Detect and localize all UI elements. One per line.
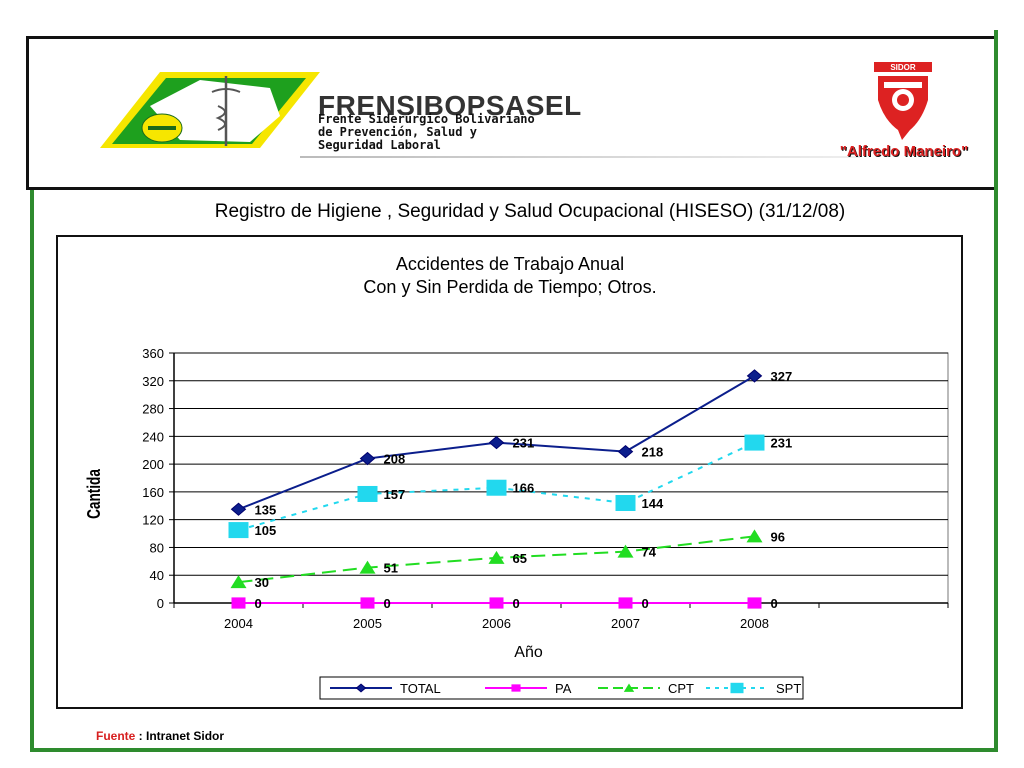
y-tick-label: 80 (150, 540, 164, 555)
frame-accent (994, 30, 998, 190)
logo-subtitle-line-2: de Prevención, Salud y (318, 125, 477, 139)
point-spt-2007 (615, 495, 636, 511)
point-spt-2004 (228, 522, 249, 539)
point-cpt-2004 (230, 575, 247, 589)
data-label-pa: 0 (771, 596, 778, 611)
slide-frame (30, 190, 998, 752)
point-cpt-2008 (746, 529, 763, 543)
data-label-pa: 0 (642, 596, 649, 611)
legend-box (319, 676, 804, 700)
legend: TOTAL PA CPT SPT (319, 676, 804, 700)
data-label-total: 208 (384, 452, 406, 467)
data-label-total: 231 (513, 436, 535, 451)
data-label-pa: 0 (513, 596, 520, 611)
source-value: Intranet Sidor (146, 729, 225, 743)
plot-area (173, 352, 949, 604)
x-axis-label: Año (514, 644, 543, 661)
point-total-2005 (359, 451, 376, 466)
chart-title-line-1: Accidentes de Trabajo Anual (396, 254, 624, 274)
y-axis-label: Cantida (84, 468, 104, 519)
point-pa-2006 (489, 597, 504, 609)
data-label-total: 327 (771, 369, 793, 384)
point-total-2006 (488, 435, 505, 450)
point-cpt-2007 (617, 544, 634, 558)
data-label-cpt: 30 (255, 575, 269, 590)
point-total-2007 (617, 444, 634, 459)
x-tick-label: 2004 (224, 616, 253, 631)
point-pa-2007 (618, 597, 633, 609)
point-pa-2005 (360, 597, 375, 609)
report-title: Registro de Higiene , Seguridad y Salud … (214, 201, 846, 222)
x-tick-label: 2007 (611, 616, 640, 631)
y-tick-label: 240 (142, 429, 164, 444)
point-spt-2005 (357, 485, 378, 502)
data-label-spt: 105 (255, 523, 277, 538)
y-tick-label: 200 (142, 457, 164, 472)
source-note: Fuente : Intranet Sidor (96, 729, 224, 743)
data-label-total: 218 (642, 445, 664, 460)
point-pa-2004 (231, 597, 246, 609)
logo-subtitle-line-3: Seguridad Laboral (318, 138, 441, 152)
sidor-name: "Alfredo Maneiro" (839, 143, 969, 160)
data-label-spt: 144 (642, 496, 664, 511)
y-tick-label: 120 (142, 513, 164, 528)
data-label-cpt: 51 (384, 561, 398, 576)
point-total-2004 (230, 502, 247, 516)
point-spt-2006 (486, 479, 507, 496)
sidor-brand-text: SIDOR (890, 63, 916, 72)
legend-label-cpt: CPT (668, 681, 694, 696)
line-chart: Accidentes de Trabajo Anual Con y Sin Per… (84, 254, 949, 700)
y-tick-label: 320 (142, 374, 164, 389)
x-tick-label: 2006 (482, 616, 511, 631)
legend-label-total: TOTAL (400, 681, 441, 696)
y-tick-label: 40 (150, 568, 164, 583)
source-label: Fuente (96, 729, 136, 743)
data-label-spt: 231 (771, 436, 793, 451)
data-label-spt: 157 (384, 487, 406, 502)
data-label-cpt: 65 (513, 551, 527, 566)
legend-marker-total (355, 683, 367, 693)
point-cpt-2005 (359, 560, 376, 574)
sidor-logo-icon: SIDOR (874, 62, 932, 140)
y-tick-label: 160 (142, 485, 164, 500)
frensibopsasel-logo-icon (100, 72, 320, 148)
logo-divider (300, 156, 860, 158)
source-separator: : (135, 729, 147, 743)
y-tick-label: 360 (142, 346, 164, 361)
legend-label-pa: PA (555, 681, 572, 696)
data-label-pa: 0 (255, 596, 262, 611)
y-tick-label: 280 (142, 402, 164, 417)
legend-marker-pa (511, 684, 521, 692)
legend-label-spt: SPT (776, 681, 801, 696)
y-tick-label: 0 (157, 596, 164, 611)
data-label-spt: 166 (513, 481, 535, 496)
logo-title: FRENSIBOPSASEL (318, 90, 582, 121)
logo-subtitle-line-1: Frente Siderúrgico Bolivariano (318, 112, 535, 126)
point-pa-2008 (747, 597, 762, 609)
data-label-cpt: 74 (642, 545, 657, 560)
data-label-total: 135 (255, 502, 277, 517)
data-label-cpt: 96 (771, 529, 785, 544)
data-label-pa: 0 (384, 596, 391, 611)
legend-marker-spt (730, 682, 744, 694)
chart-container: Accidentes de Trabajo Anual Con y Sin Per… (56, 235, 963, 709)
chart-title-line-2: Con y Sin Perdida de Tiempo; Otros. (363, 277, 656, 297)
series-line-spt (238, 441, 755, 532)
point-total-2008 (746, 369, 763, 383)
point-spt-2008 (744, 434, 765, 451)
legend-marker-cpt (623, 683, 635, 692)
x-tick-label: 2005 (353, 616, 382, 631)
x-tick-label: 2008 (740, 616, 769, 631)
point-cpt-2006 (488, 550, 505, 564)
